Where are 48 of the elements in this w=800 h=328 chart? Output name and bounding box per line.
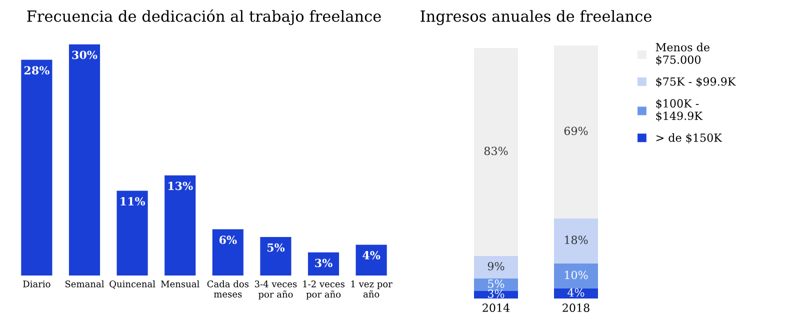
bar bbox=[356, 244, 387, 276]
bar bbox=[164, 175, 196, 276]
bar bbox=[116, 190, 148, 276]
x-tick-label: 1 vez por año bbox=[351, 280, 392, 298]
bar bbox=[554, 218, 598, 264]
data-label: 9% bbox=[488, 262, 504, 270]
x-tick-label: Quincenal bbox=[110, 280, 156, 289]
x-tick-label: Cada dos meses bbox=[207, 280, 249, 298]
x-tick-label: 2014 bbox=[482, 304, 510, 312]
bar bbox=[212, 229, 244, 276]
bar bbox=[474, 278, 518, 291]
bar bbox=[474, 290, 518, 298]
bar bbox=[308, 252, 340, 276]
x-tick-label: 2018 bbox=[562, 304, 590, 312]
bar bbox=[474, 256, 518, 278]
data-label: 83% bbox=[484, 146, 508, 156]
data-label: 30% bbox=[72, 50, 98, 60]
bar bbox=[554, 263, 598, 288]
x-tick-label: Semanal bbox=[65, 280, 104, 288]
data-label: 4% bbox=[362, 251, 380, 260]
bar bbox=[554, 45, 598, 218]
data-label: 3% bbox=[488, 290, 504, 298]
legend-label: $100K - $149.9K bbox=[656, 98, 703, 122]
legend-label: $75K - $99.9K bbox=[656, 77, 736, 88]
legend-label: Menos de $75.000 bbox=[656, 42, 710, 66]
bar bbox=[68, 44, 100, 276]
x-tick-label: 3-4 veces por año bbox=[254, 280, 297, 300]
bar bbox=[474, 48, 518, 256]
bar bbox=[260, 236, 292, 276]
data-label: 28% bbox=[24, 66, 50, 75]
data-label: 10% bbox=[565, 270, 588, 280]
data-label: 18% bbox=[565, 236, 588, 244]
data-label: 69% bbox=[564, 126, 588, 136]
data-label: 5% bbox=[488, 280, 504, 288]
data-label: 3% bbox=[315, 258, 332, 268]
data-label: 5% bbox=[267, 243, 285, 252]
data-label: 13% bbox=[168, 182, 193, 190]
x-tick-label: Diario bbox=[23, 280, 50, 288]
bar bbox=[554, 288, 598, 298]
data-label: 11% bbox=[120, 197, 146, 206]
x-tick-label: 1-2 veces por año bbox=[303, 280, 344, 300]
bar bbox=[21, 60, 52, 276]
x-tick-label: Mensual bbox=[160, 280, 200, 288]
data-label: 6% bbox=[219, 236, 237, 244]
legend-label: > de $150K bbox=[656, 133, 722, 144]
data-label: 4% bbox=[568, 288, 584, 297]
chart-title: Frecuencia de dedicación al trabajo freelance bbox=[27, 9, 381, 26]
chart-title: Ingresos anuales de freelance bbox=[420, 10, 652, 26]
